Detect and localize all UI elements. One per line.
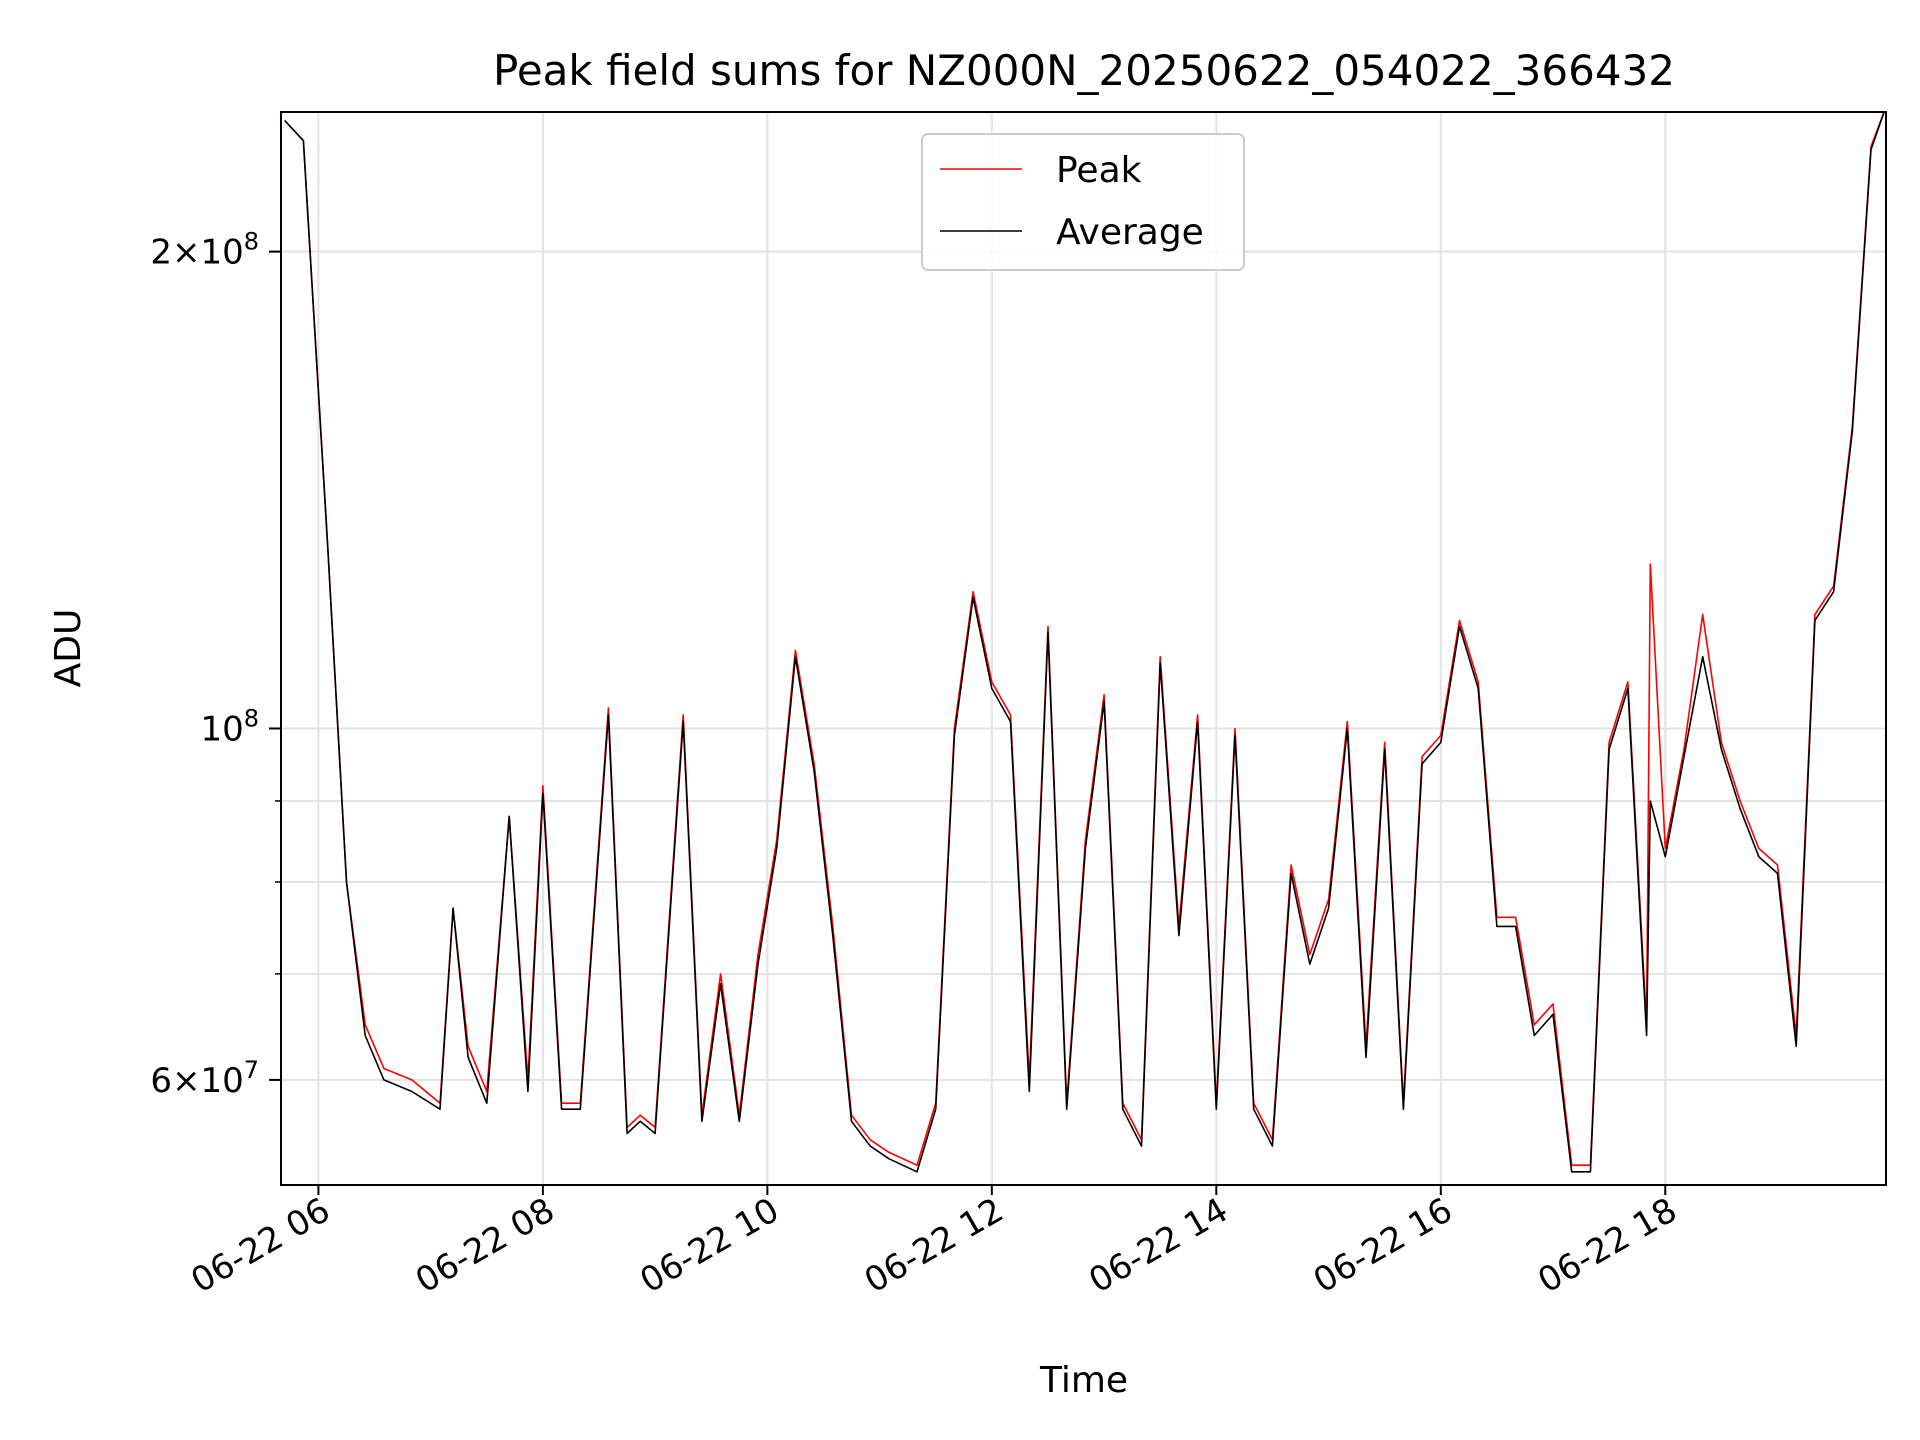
y-axis: 6×107 108 2×108 <box>150 228 281 1101</box>
legend: Peak Average <box>921 133 1245 271</box>
series-line-average <box>284 111 1885 1173</box>
y-tick-label: 2×108 <box>150 228 259 273</box>
chart-title: Peak field sums for NZ000N_20250622_0540… <box>493 46 1675 95</box>
y-tick-label: 6×107 <box>150 1056 259 1101</box>
x-axis-label: Time <box>1039 1360 1128 1401</box>
legend-label-peak: Peak <box>1056 150 1142 191</box>
series-layer <box>284 111 1885 1173</box>
plot-frame <box>280 111 1887 1186</box>
legend-box <box>921 133 1245 271</box>
y-tick-label: 108 <box>200 704 259 749</box>
legend-label-average: Average <box>1056 212 1204 253</box>
y-axis-label: ADU <box>48 609 89 688</box>
